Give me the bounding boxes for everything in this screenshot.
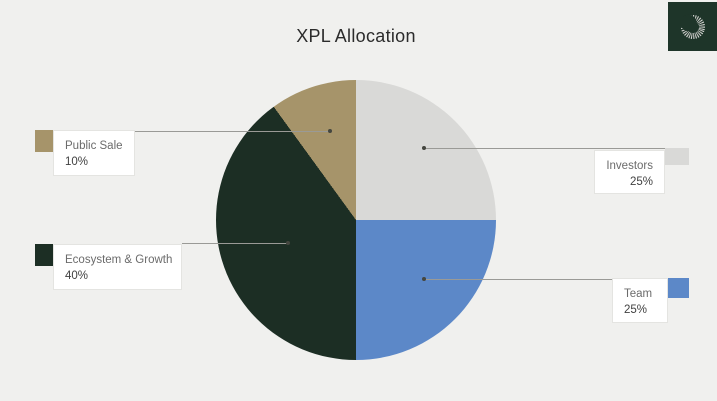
- legend-swatch-ecosystem: [35, 244, 53, 266]
- callout-value: 10%: [65, 156, 89, 168]
- callout-label: Team: [624, 288, 653, 300]
- callout-team: Team 25%: [612, 278, 668, 323]
- leader-line-ecosystem: [182, 243, 288, 244]
- callout-label: Investors: [606, 160, 653, 172]
- brand-logo: [668, 2, 717, 51]
- leader-line-team: [424, 279, 668, 280]
- callout-label: Public Sale: [65, 140, 123, 152]
- chart-title: XPL Allocation: [296, 26, 416, 46]
- legend-swatch-team: [668, 278, 689, 298]
- legend-swatch-public-sale: [35, 130, 53, 152]
- callout-value: 40%: [65, 270, 89, 282]
- callout-ecosystem: Ecosystem & Growth 40%: [53, 244, 182, 290]
- leader-dot-ecosystem: [286, 241, 290, 245]
- legend-swatch-investors: [665, 148, 689, 165]
- leader-dot-investors: [422, 146, 426, 150]
- callout-public-sale: Public Sale 10%: [53, 130, 135, 176]
- callout-value: 25%: [629, 176, 653, 188]
- callout-investors: Investors 25%: [594, 150, 665, 194]
- callout-value: 25%: [624, 304, 648, 316]
- pie-chart: [216, 80, 496, 360]
- leader-line-investors: [424, 148, 666, 149]
- leader-dot-team: [422, 277, 426, 281]
- leader-line-public-sale: [135, 131, 330, 132]
- callout-label: Ecosystem & Growth: [65, 254, 173, 266]
- leader-dot-public-sale: [328, 129, 332, 133]
- crescent-moon-icon: [679, 14, 705, 39]
